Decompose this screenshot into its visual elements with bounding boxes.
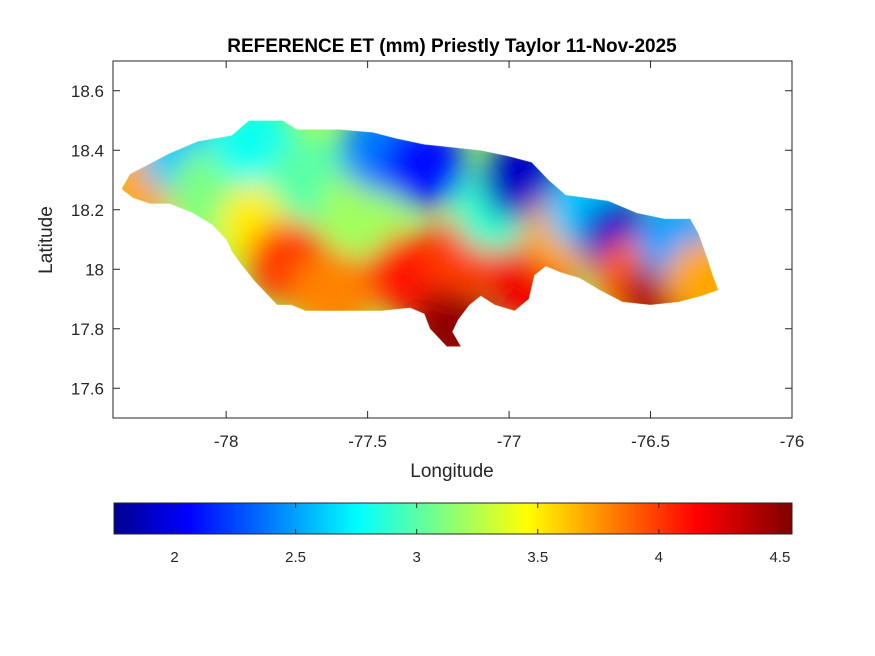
x-tick-label: -76.5 (631, 432, 670, 451)
y-tick-label: 17.8 (71, 320, 104, 339)
colorbar-tick-label: 4.5 (769, 549, 790, 566)
x-tick-label: -77.5 (348, 432, 387, 451)
colorbar-tick-label: 3 (413, 549, 421, 566)
colorbar-tick-label: 2.5 (285, 549, 306, 566)
colorbar-ticks: 2 2.5 3 3.5 4 4.5 (170, 503, 790, 566)
y-tick-label: 18.2 (71, 201, 104, 220)
y-axis: 17.6 17.8 18 18.2 18.4 18.6 (71, 82, 792, 398)
colorbar-tick-label: 4 (655, 549, 663, 566)
y-tick-label: 18.4 (71, 141, 104, 160)
x-axis: -78 -77.5 -77 -76.5 -76 (214, 61, 804, 451)
x-tick-label: -76 (780, 432, 805, 451)
x-tick-label: -77 (497, 432, 522, 451)
x-axis-label: Longitude (410, 461, 493, 482)
region-outline (120, 120, 719, 347)
colorbar (113, 502, 793, 535)
x-tick-label: -78 (214, 432, 239, 451)
y-tick-label: 18.6 (71, 82, 104, 101)
y-axis-label: Latitude (36, 206, 57, 274)
colorbar-tick-label: 2 (170, 549, 178, 566)
chart-title: REFERENCE ET (mm) Priestly Taylor 11-Nov… (227, 36, 677, 57)
colorbar-tick-label: 3.5 (527, 549, 548, 566)
y-tick-label: 18 (85, 260, 104, 279)
y-tick-label: 17.6 (71, 379, 104, 398)
